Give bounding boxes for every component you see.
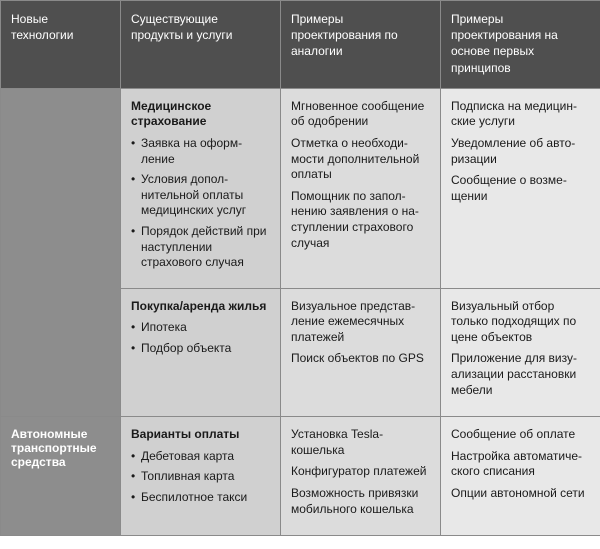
comparison-table: Новые технологии Существующие продукты и… xyxy=(0,0,600,536)
list-item: Ипотека xyxy=(131,320,270,336)
header-tech: Новые технологии xyxy=(1,1,121,89)
list-item: Порядок дей­ствий при наступ­лении страх… xyxy=(131,224,270,271)
analogy-item: Помощник по запол­нению заявления о на­с… xyxy=(291,189,430,251)
cell-prod-medical: Медицинское страхование Заявка на оформ­… xyxy=(121,88,281,288)
list-item: Дебетовая карта xyxy=(131,449,270,465)
analogy-item: Возможность привязки мобильного кошелька xyxy=(291,486,430,517)
cell-analogy-medical: Мгновенное сообще­ние об одобрении Отмет… xyxy=(281,88,441,288)
analogy-item: Поиск объектов по GPS xyxy=(291,351,430,367)
analogy-item: Конфигуратор плате­жей xyxy=(291,464,430,480)
row-autonomous: Автономные транспортные средства Вариант… xyxy=(1,417,600,536)
prod-list-housing: Ипотека Подбор объекта xyxy=(131,320,270,356)
header-row: Новые технологии Существующие продукты и… xyxy=(1,1,600,89)
first-item: Настройка автоматиче­ского списания xyxy=(451,449,590,480)
first-item: Уведомление об авто­ризации xyxy=(451,136,590,167)
first-item: Сообщение о возме­щении xyxy=(451,173,590,204)
row-medical: Медицинское страхование Заявка на оформ­… xyxy=(1,88,600,288)
cell-prod-autonomous: Варианты оплаты Дебетовая карта Топливна… xyxy=(121,417,281,536)
prod-list-medical: Заявка на оформ­ление Условия допол­ните… xyxy=(131,136,270,271)
first-item: Сообщение об оплате xyxy=(451,427,590,443)
list-item: Заявка на оформ­ление xyxy=(131,136,270,167)
rowhead-empty xyxy=(1,88,121,417)
cell-prod-housing: Покупка/аренда жилья Ипотека Подбор объе… xyxy=(121,288,281,417)
header-products: Существующие продукты и услуги xyxy=(121,1,281,89)
first-item: Опции автономной сети xyxy=(451,486,590,502)
cell-first-autonomous: Сообщение об оплате Настройка автоматиче… xyxy=(441,417,600,536)
list-item: Условия допол­нительной опла­ты медицинс… xyxy=(131,172,270,219)
cell-analogy-autonomous: Установка Tesla-кошелька Конфигуратор пл… xyxy=(281,417,441,536)
analogy-item: Визуальное представ­ление ежемесячных пл… xyxy=(291,299,430,346)
cell-first-housing: Визуальный отбор только подходящих по це… xyxy=(441,288,600,417)
list-item: Топливная карта xyxy=(131,469,270,485)
analogy-item: Мгновенное сообще­ние об одобрении xyxy=(291,99,430,130)
header-analogy: Примеры проектирования по аналогии xyxy=(281,1,441,89)
analogy-item: Отметка о необходи­мости дополнительной … xyxy=(291,136,430,183)
rowhead-autonomous: Автономные транспортные средства xyxy=(1,417,121,536)
list-item: Беспилотное такси xyxy=(131,490,270,506)
list-item: Подбор объекта xyxy=(131,341,270,357)
cell-analogy-housing: Визуальное представ­ление ежемесячных пл… xyxy=(281,288,441,417)
prod-title-medical: Медицинское страхование xyxy=(131,99,270,130)
analogy-item: Установка Tesla-кошелька xyxy=(291,427,430,458)
first-item: Приложение для визу­ализации расстановки… xyxy=(451,351,590,398)
prod-title-housing: Покупка/аренда жилья xyxy=(131,299,270,315)
header-first: Примеры проектирования на основе первых … xyxy=(441,1,600,89)
first-item: Подписка на медицин­ские услуги xyxy=(451,99,590,130)
prod-list-autonomous: Дебетовая карта Топливная карта Беспилот… xyxy=(131,449,270,506)
cell-first-medical: Подписка на медицин­ские услуги Уведомле… xyxy=(441,88,600,288)
first-item: Визуальный отбор только подходящих по це… xyxy=(451,299,590,346)
prod-title-autonomous: Варианты оплаты xyxy=(131,427,270,443)
